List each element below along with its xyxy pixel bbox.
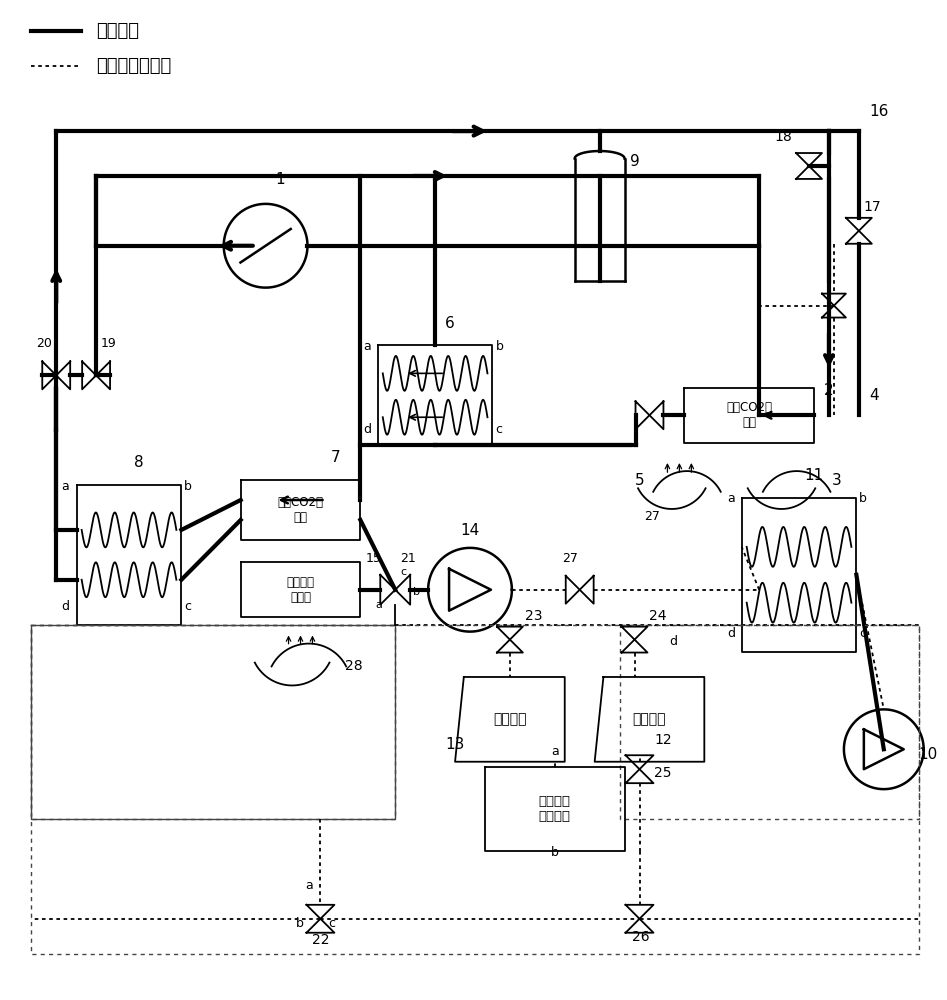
Text: 13: 13 (445, 737, 464, 752)
Text: 27: 27 (562, 552, 578, 565)
Text: 12: 12 (654, 733, 672, 747)
Text: a: a (726, 492, 735, 505)
Text: 6: 6 (445, 316, 455, 331)
Text: 24: 24 (650, 609, 667, 623)
Text: b: b (859, 492, 867, 505)
Text: a: a (551, 745, 559, 758)
Text: c: c (401, 567, 406, 577)
Text: 22: 22 (313, 933, 330, 947)
Text: 18: 18 (774, 130, 792, 144)
Text: d: d (670, 635, 677, 648)
Text: 19: 19 (101, 337, 116, 350)
Text: a: a (62, 480, 69, 493)
Text: 储热水箱: 储热水箱 (633, 712, 667, 726)
Text: a: a (375, 600, 383, 610)
Text: 15: 15 (366, 552, 382, 565)
Text: 2: 2 (824, 383, 833, 398)
Text: 车外CO2换
热器: 车外CO2换 热器 (277, 496, 324, 524)
Text: 车内CO2换
热器: 车内CO2换 热器 (726, 401, 772, 429)
Text: d: d (726, 627, 735, 640)
Text: 14: 14 (460, 523, 479, 538)
Text: 电池电机
换热模块: 电池电机 换热模块 (539, 795, 571, 823)
Text: b: b (295, 917, 303, 930)
Text: 未参与工作流路: 未参与工作流路 (96, 57, 171, 75)
Text: 4: 4 (868, 388, 879, 403)
Text: b: b (495, 340, 503, 353)
Text: b: b (551, 846, 559, 859)
Text: 膨胀水箱: 膨胀水箱 (493, 712, 527, 726)
Text: c: c (329, 917, 335, 930)
Text: a: a (306, 879, 313, 892)
Text: 5: 5 (634, 473, 644, 488)
Text: 28: 28 (346, 659, 363, 673)
Text: 23: 23 (525, 609, 543, 623)
Text: 工作流路: 工作流路 (96, 22, 139, 40)
Text: d: d (62, 600, 70, 613)
Text: 7: 7 (331, 450, 340, 465)
Text: 26: 26 (632, 930, 649, 944)
Text: 25: 25 (654, 766, 672, 780)
Text: c: c (859, 627, 867, 640)
Text: 20: 20 (36, 337, 52, 350)
Text: 21: 21 (401, 552, 416, 565)
Text: 10: 10 (919, 747, 938, 762)
Text: 3: 3 (832, 473, 842, 488)
Text: 8: 8 (134, 455, 144, 470)
Text: b: b (413, 587, 420, 597)
Text: 9: 9 (630, 154, 639, 169)
Text: d: d (363, 423, 371, 436)
Text: c: c (495, 423, 503, 436)
Text: 水路车外
换热器: 水路车外 换热器 (287, 576, 314, 604)
Text: b: b (185, 480, 192, 493)
Text: c: c (185, 600, 191, 613)
Text: 16: 16 (868, 104, 888, 119)
Text: 17: 17 (864, 200, 882, 214)
Text: a: a (363, 340, 370, 353)
Text: 27: 27 (645, 510, 660, 523)
Text: 1: 1 (276, 172, 285, 187)
Text: 11: 11 (804, 468, 823, 483)
